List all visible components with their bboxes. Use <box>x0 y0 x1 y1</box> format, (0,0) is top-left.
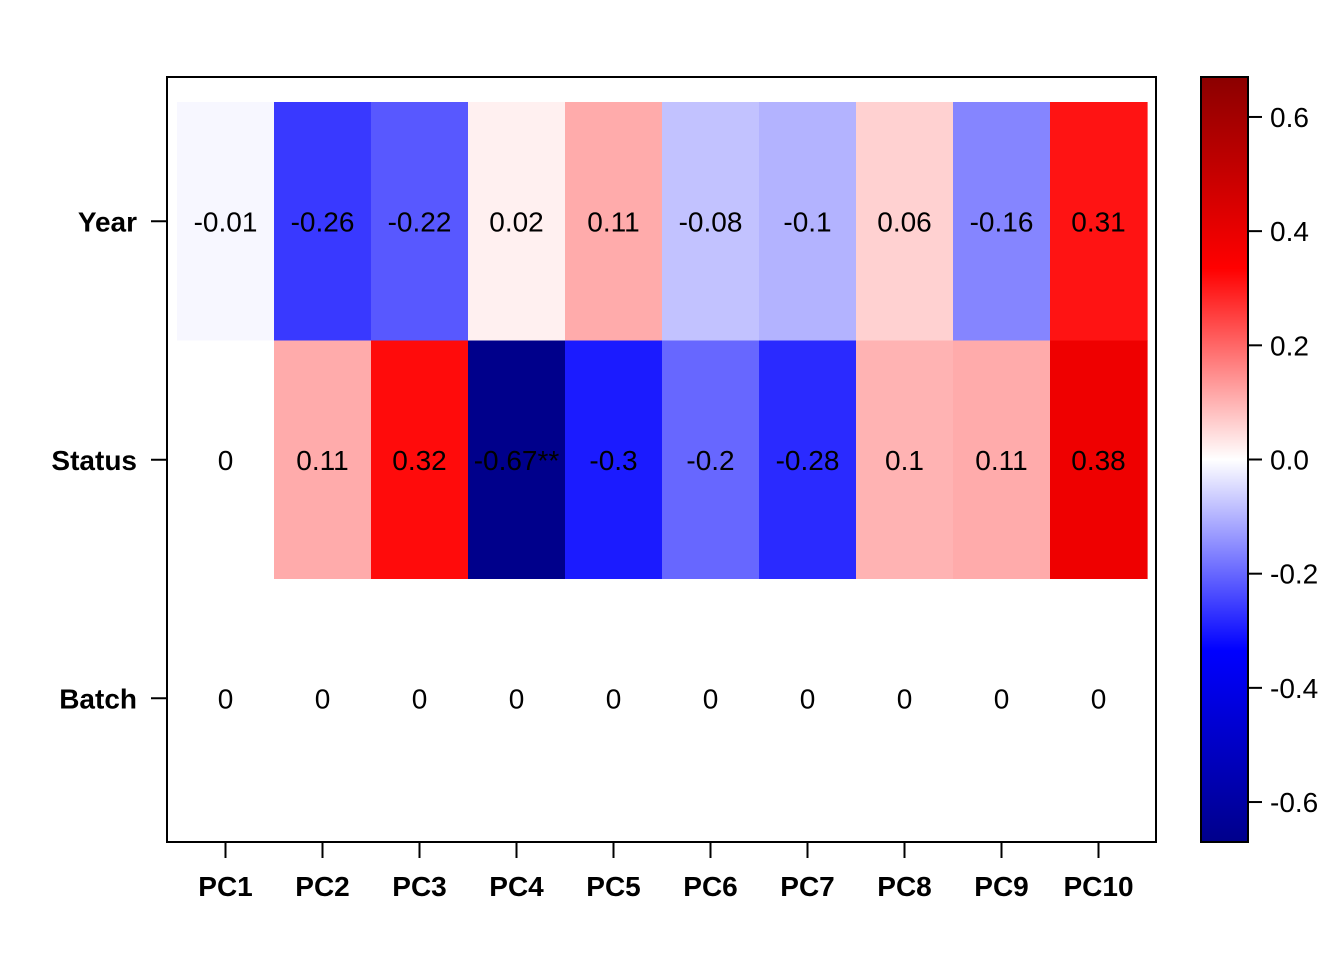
heatmap-cell <box>177 579 275 819</box>
cell-value-label: 0 <box>218 445 234 476</box>
heatmap-cell <box>565 340 663 580</box>
cell-value-label: 0 <box>412 683 428 714</box>
heatmap-cell <box>662 102 760 342</box>
cell-value-label: -0.3 <box>589 445 637 476</box>
heatmap-cell <box>759 102 857 342</box>
heatmap-cell <box>953 579 1051 819</box>
heatmap-cell <box>468 102 566 342</box>
cell-value-label: 0 <box>606 683 622 714</box>
cell-value-label: 0.11 <box>296 445 348 476</box>
x-tick-label: PC4 <box>489 871 544 902</box>
cell-value-label: 0 <box>897 683 913 714</box>
heatmap-cell <box>953 340 1051 580</box>
cell-value-label: -0.2 <box>686 445 734 476</box>
heatmap-cell <box>1050 340 1148 580</box>
heatmap-cell <box>856 340 954 580</box>
heatmap-cell <box>1050 102 1148 342</box>
x-tick-label: PC3 <box>392 871 446 902</box>
cell-value-label: -0.16 <box>970 206 1034 237</box>
colorbar <box>1200 76 1249 843</box>
cell-value-label: 0.11 <box>975 445 1027 476</box>
colorbar-tick-label: -0.4 <box>1270 673 1318 704</box>
heatmap-cell <box>662 579 760 819</box>
cell-value-label: -0.22 <box>388 206 452 237</box>
heatmap-cell <box>565 579 663 819</box>
colorbar-gradient <box>1201 77 1248 842</box>
heatmap-cell <box>468 579 566 819</box>
heatmap-cell <box>565 102 663 342</box>
y-tick-label: Status <box>51 445 137 476</box>
y-tick-label: Year <box>78 206 137 237</box>
heatmap-cell <box>468 340 566 580</box>
heatmap-cell <box>177 102 275 342</box>
x-tick-label: PC2 <box>295 871 349 902</box>
heatmap-cell <box>274 340 372 580</box>
cell-value-label: 0.38 <box>1071 445 1126 476</box>
cell-value-label: 0.11 <box>587 206 639 237</box>
x-axis: PC1 PC2 PC3 PC4 PC5 PC6 PC7 PC8 PC9 PC10 <box>198 842 1134 902</box>
heatmap-cell <box>371 102 469 342</box>
cell-value-label: -0.1 <box>783 206 831 237</box>
cell-value-label: 0 <box>1091 683 1107 714</box>
cell-value-label: 0.1 <box>885 445 924 476</box>
cell-value-label: 0 <box>509 683 525 714</box>
x-tick-label: PC1 <box>198 871 252 902</box>
colorbar-tick-label: 0.2 <box>1270 330 1309 361</box>
x-tick-label: PC8 <box>877 871 931 902</box>
heatmap-cells <box>177 102 1148 819</box>
heatmap-cell-labels: -0.01 -0.26 -0.22 0.02 0.11 -0.08 -0.1 0.06 -0.1… <box>194 206 1126 714</box>
heatmap-cell <box>177 340 275 580</box>
x-tick-label: PC6 <box>683 871 737 902</box>
cell-value-label: 0.31 <box>1071 206 1126 237</box>
cell-value-label: -0.67** <box>474 445 560 476</box>
cell-value-label: -0.08 <box>679 206 743 237</box>
heatmap-cell <box>953 102 1051 342</box>
x-tick-label: PC7 <box>780 871 834 902</box>
heatmap-cell <box>662 340 760 580</box>
heatmap-cell <box>274 102 372 342</box>
cell-value-label: -0.01 <box>194 206 258 237</box>
y-axis: Year Status Batch <box>51 206 167 714</box>
colorbar-tick-label: 0.0 <box>1270 445 1309 476</box>
colorbar-tick-label: 0.6 <box>1270 102 1309 133</box>
heatmap-cell <box>371 579 469 819</box>
cell-value-label: 0 <box>703 683 719 714</box>
cell-value-label: 0.32 <box>392 445 447 476</box>
heatmap-cell <box>759 579 857 819</box>
cell-value-label: 0 <box>315 683 331 714</box>
heatmap-cell <box>274 579 372 819</box>
cell-value-label: 0 <box>800 683 816 714</box>
cell-value-label: -0.26 <box>291 206 355 237</box>
y-tick-label: Batch <box>59 683 137 714</box>
cell-value-label: 0 <box>218 683 234 714</box>
heatmap-cell <box>371 340 469 580</box>
heatmap-cell <box>759 340 857 580</box>
cell-value-label: 0.06 <box>877 206 932 237</box>
cell-value-label: -0.28 <box>776 445 840 476</box>
colorbar-tick-label: -0.6 <box>1270 787 1318 818</box>
heatmap-cell <box>1050 579 1148 819</box>
x-tick-label: PC10 <box>1063 871 1133 902</box>
heatmap-cell <box>856 102 954 342</box>
colorbar-tick-label: -0.2 <box>1270 559 1318 590</box>
x-tick-label: PC9 <box>974 871 1028 902</box>
colorbar-tick-label: 0.4 <box>1270 216 1309 247</box>
cell-value-label: 0 <box>994 683 1010 714</box>
cell-value-label: 0.02 <box>489 206 544 237</box>
x-tick-label: PC5 <box>586 871 640 902</box>
heatmap-cell <box>856 579 954 819</box>
colorbar-ticks: 0.6 0.4 0.2 0.0 -0.2 -0.4 -0.6 <box>1248 102 1318 818</box>
